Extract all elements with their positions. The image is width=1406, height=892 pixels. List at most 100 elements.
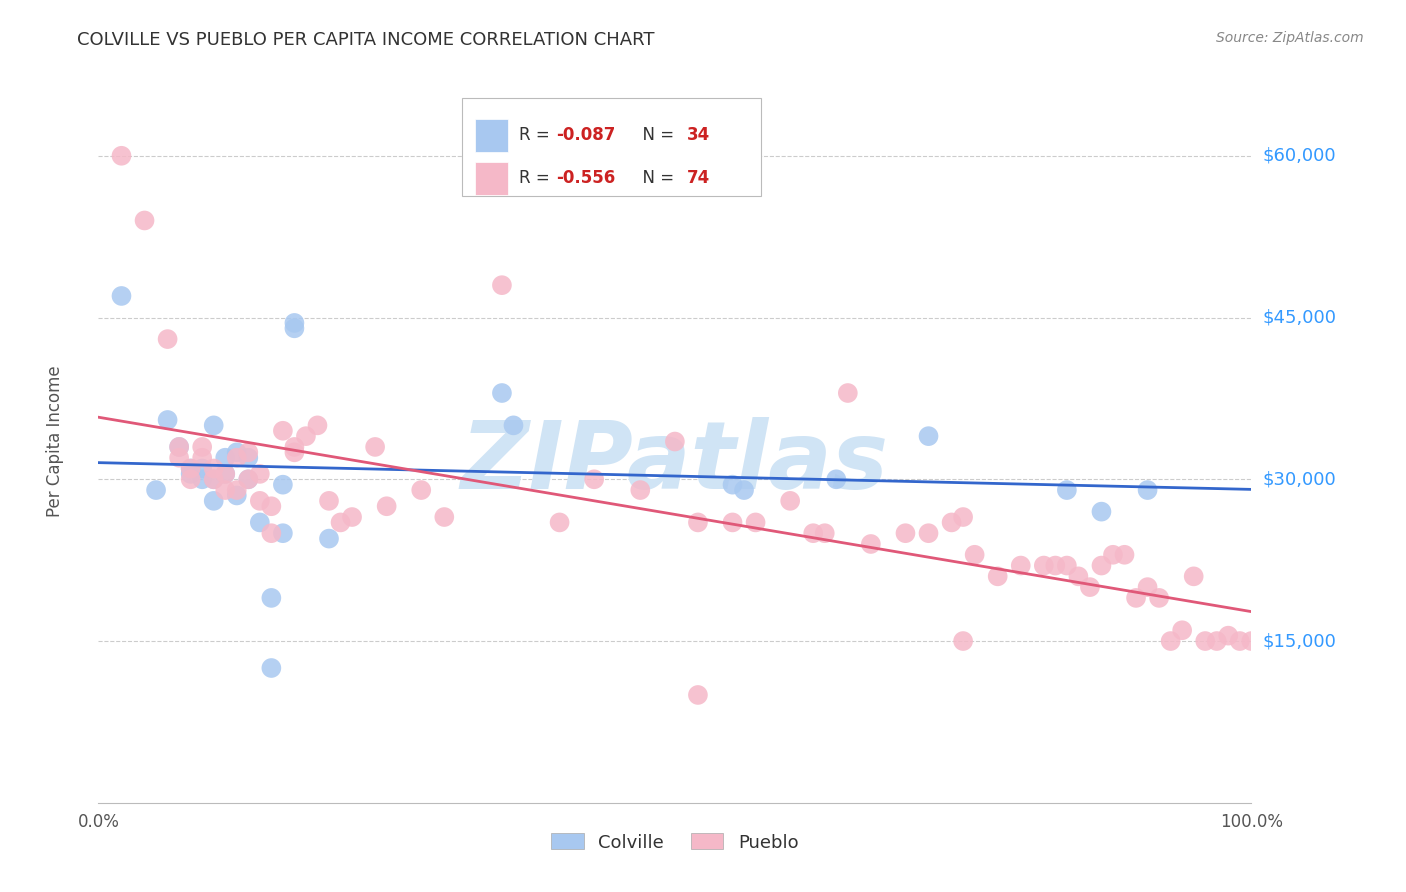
Text: -0.087: -0.087 xyxy=(557,127,616,145)
Point xyxy=(1078,580,1101,594)
Point xyxy=(167,440,190,454)
Text: R =: R = xyxy=(519,169,555,187)
Text: ZIPatlas: ZIPatlas xyxy=(461,417,889,509)
Point xyxy=(837,386,859,401)
Point xyxy=(859,537,882,551)
Point xyxy=(249,516,271,530)
Legend: Colville, Pueblo: Colville, Pueblo xyxy=(544,826,806,859)
Point xyxy=(134,213,156,227)
Point xyxy=(167,440,190,454)
Point xyxy=(583,472,606,486)
Point xyxy=(941,516,963,530)
Point xyxy=(225,450,247,465)
Point xyxy=(801,526,824,541)
Text: 34: 34 xyxy=(686,127,710,145)
Point xyxy=(1205,634,1227,648)
Point xyxy=(238,445,260,459)
Point xyxy=(952,510,974,524)
Point xyxy=(1102,548,1125,562)
Point xyxy=(686,688,709,702)
Point xyxy=(271,526,294,541)
Point xyxy=(917,429,939,443)
Point xyxy=(202,493,225,508)
Point xyxy=(156,413,179,427)
Point xyxy=(814,526,837,541)
Point xyxy=(225,483,247,497)
Text: N =: N = xyxy=(633,169,679,187)
Point xyxy=(1010,558,1032,573)
Point xyxy=(963,548,986,562)
Point xyxy=(686,516,709,530)
Point xyxy=(364,440,387,454)
Point xyxy=(1182,569,1205,583)
Point xyxy=(249,467,271,481)
Point xyxy=(433,510,456,524)
Point xyxy=(664,434,686,449)
Point xyxy=(721,516,744,530)
Point xyxy=(952,634,974,648)
Point xyxy=(271,477,294,491)
Point xyxy=(214,450,236,465)
Text: R =: R = xyxy=(519,127,555,145)
Text: 74: 74 xyxy=(686,169,710,187)
Point xyxy=(318,532,340,546)
Point xyxy=(238,450,260,465)
Point xyxy=(1194,634,1216,648)
Point xyxy=(548,516,571,530)
Point xyxy=(628,483,651,497)
Point xyxy=(202,418,225,433)
Point xyxy=(191,472,214,486)
Text: $15,000: $15,000 xyxy=(1263,632,1336,650)
Point xyxy=(1032,558,1054,573)
Point xyxy=(283,445,305,459)
Point xyxy=(1240,634,1263,648)
Point xyxy=(502,418,524,433)
Point xyxy=(191,450,214,465)
Point xyxy=(283,321,305,335)
Point xyxy=(191,440,214,454)
Point xyxy=(225,488,247,502)
Text: N =: N = xyxy=(633,127,679,145)
Text: $30,000: $30,000 xyxy=(1263,470,1336,488)
Point xyxy=(894,526,917,541)
Point xyxy=(1067,569,1090,583)
Text: COLVILLE VS PUEBLO PER CAPITA INCOME CORRELATION CHART: COLVILLE VS PUEBLO PER CAPITA INCOME COR… xyxy=(77,31,655,49)
Point xyxy=(214,467,236,481)
Point xyxy=(180,467,202,481)
Point xyxy=(1056,483,1078,497)
Point xyxy=(329,516,352,530)
Text: Per Capita Income: Per Capita Income xyxy=(45,366,63,517)
Point xyxy=(191,461,214,475)
Point xyxy=(1125,591,1147,605)
Point xyxy=(180,461,202,475)
Point xyxy=(180,461,202,475)
FancyBboxPatch shape xyxy=(475,162,508,194)
Point xyxy=(283,440,305,454)
Point xyxy=(825,472,848,486)
Point xyxy=(733,483,755,497)
Point xyxy=(1045,558,1067,573)
Text: $60,000: $60,000 xyxy=(1263,147,1336,165)
Point xyxy=(375,500,398,514)
Point xyxy=(202,461,225,475)
Point xyxy=(744,516,766,530)
Point xyxy=(307,418,329,433)
Point xyxy=(1056,558,1078,573)
Point xyxy=(1218,629,1240,643)
Point xyxy=(917,526,939,541)
FancyBboxPatch shape xyxy=(475,120,508,152)
Point xyxy=(110,289,132,303)
FancyBboxPatch shape xyxy=(461,98,762,196)
Point xyxy=(249,493,271,508)
Point xyxy=(1147,591,1170,605)
Point xyxy=(225,445,247,459)
Point xyxy=(1114,548,1136,562)
Text: $45,000: $45,000 xyxy=(1263,309,1337,326)
Point xyxy=(167,450,190,465)
Point xyxy=(1160,634,1182,648)
Point xyxy=(283,316,305,330)
Point xyxy=(180,472,202,486)
Point xyxy=(110,149,132,163)
Point xyxy=(721,477,744,491)
Point xyxy=(238,472,260,486)
